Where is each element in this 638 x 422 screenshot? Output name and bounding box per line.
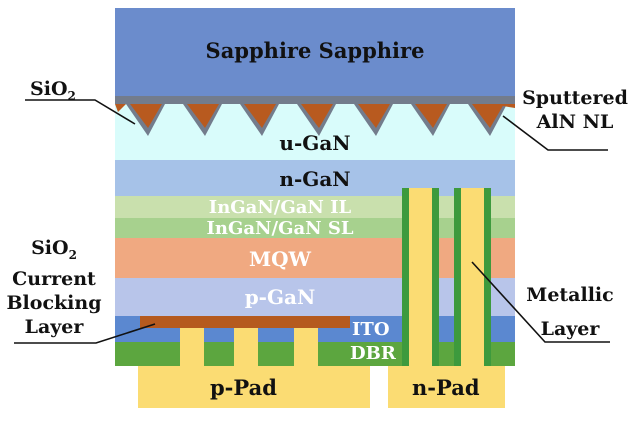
mqw-label: MQW	[248, 247, 312, 271]
p-pad-finger-2	[234, 328, 258, 368]
sio2-top-callout: SiO2	[30, 77, 76, 108]
sputtered-line2: AlN NL	[536, 111, 614, 133]
il-label: InGaN/GaN IL	[208, 197, 352, 218]
n-gan-layer	[115, 160, 515, 196]
sio2-triangle-1	[130, 104, 162, 128]
sio2-top-main: SiO	[30, 78, 68, 100]
mqw-layer	[115, 238, 515, 278]
ito-label: ITO	[352, 319, 390, 340]
sio2-triangle-3	[244, 104, 276, 128]
sio2-top-sub: 2	[67, 88, 76, 103]
dbr-label: DBR	[350, 343, 396, 364]
p-pad-finger-1	[180, 328, 204, 368]
current-blocking-layer	[140, 316, 350, 328]
cbl-line4: Layer	[24, 315, 84, 338]
metallic-line2: Layer	[540, 318, 600, 340]
p-pad-label: p-Pad	[210, 375, 277, 400]
leader-sio2-top	[25, 99, 136, 125]
cbl-line1: SiO2	[0, 236, 108, 267]
sapphire-label: Sapphire Sapphire	[205, 38, 425, 63]
patterned-sio2-triangles	[115, 104, 515, 128]
p-pad-finger-3	[294, 328, 318, 368]
sio2-cbl-callout: SiO2 Current Blocking Layer	[0, 236, 108, 339]
n-gan-label: n-GaN	[279, 167, 351, 191]
sputtered-aln-callout: Sputtered AlN NL	[520, 86, 630, 134]
u-gan-label: u-GaN	[279, 131, 351, 155]
metallic-layer-via-2-core	[461, 188, 484, 366]
leader-sputtered	[502, 115, 608, 151]
cbl-line1-sub: 2	[68, 247, 77, 262]
p-gan-label: p-GaN	[244, 285, 316, 309]
p-pad	[138, 366, 370, 408]
cbl-line3: Blocking	[6, 291, 102, 314]
cbl-line2: Current	[12, 267, 96, 290]
sio2-triangle-7	[472, 104, 504, 128]
sapphire-layer	[115, 8, 515, 96]
sio2-triangle-edge-2	[490, 104, 515, 108]
sl-label: InGaN/GaN SL	[206, 218, 354, 239]
n-pad-label: n-Pad	[412, 375, 480, 400]
sio2-triangle-edge-1	[115, 104, 126, 112]
metallic-line1: Metallic	[526, 284, 614, 306]
sio2-triangle-2	[187, 104, 219, 128]
sio2-triangle-5	[358, 104, 390, 128]
leader-metallic	[471, 261, 610, 343]
leader-cbl	[14, 323, 156, 344]
sio2-triangle-4	[301, 104, 333, 128]
metallic-layer-via-1-core	[409, 188, 432, 366]
p-gan-layer	[115, 278, 515, 316]
sputtered-line1: Sputtered	[522, 87, 628, 109]
metallic-layer-callout: Metallic Layer	[520, 283, 620, 341]
cbl-line1-main: SiO	[31, 237, 69, 259]
n-pad	[388, 366, 505, 408]
sio2-triangle-6	[415, 104, 447, 128]
